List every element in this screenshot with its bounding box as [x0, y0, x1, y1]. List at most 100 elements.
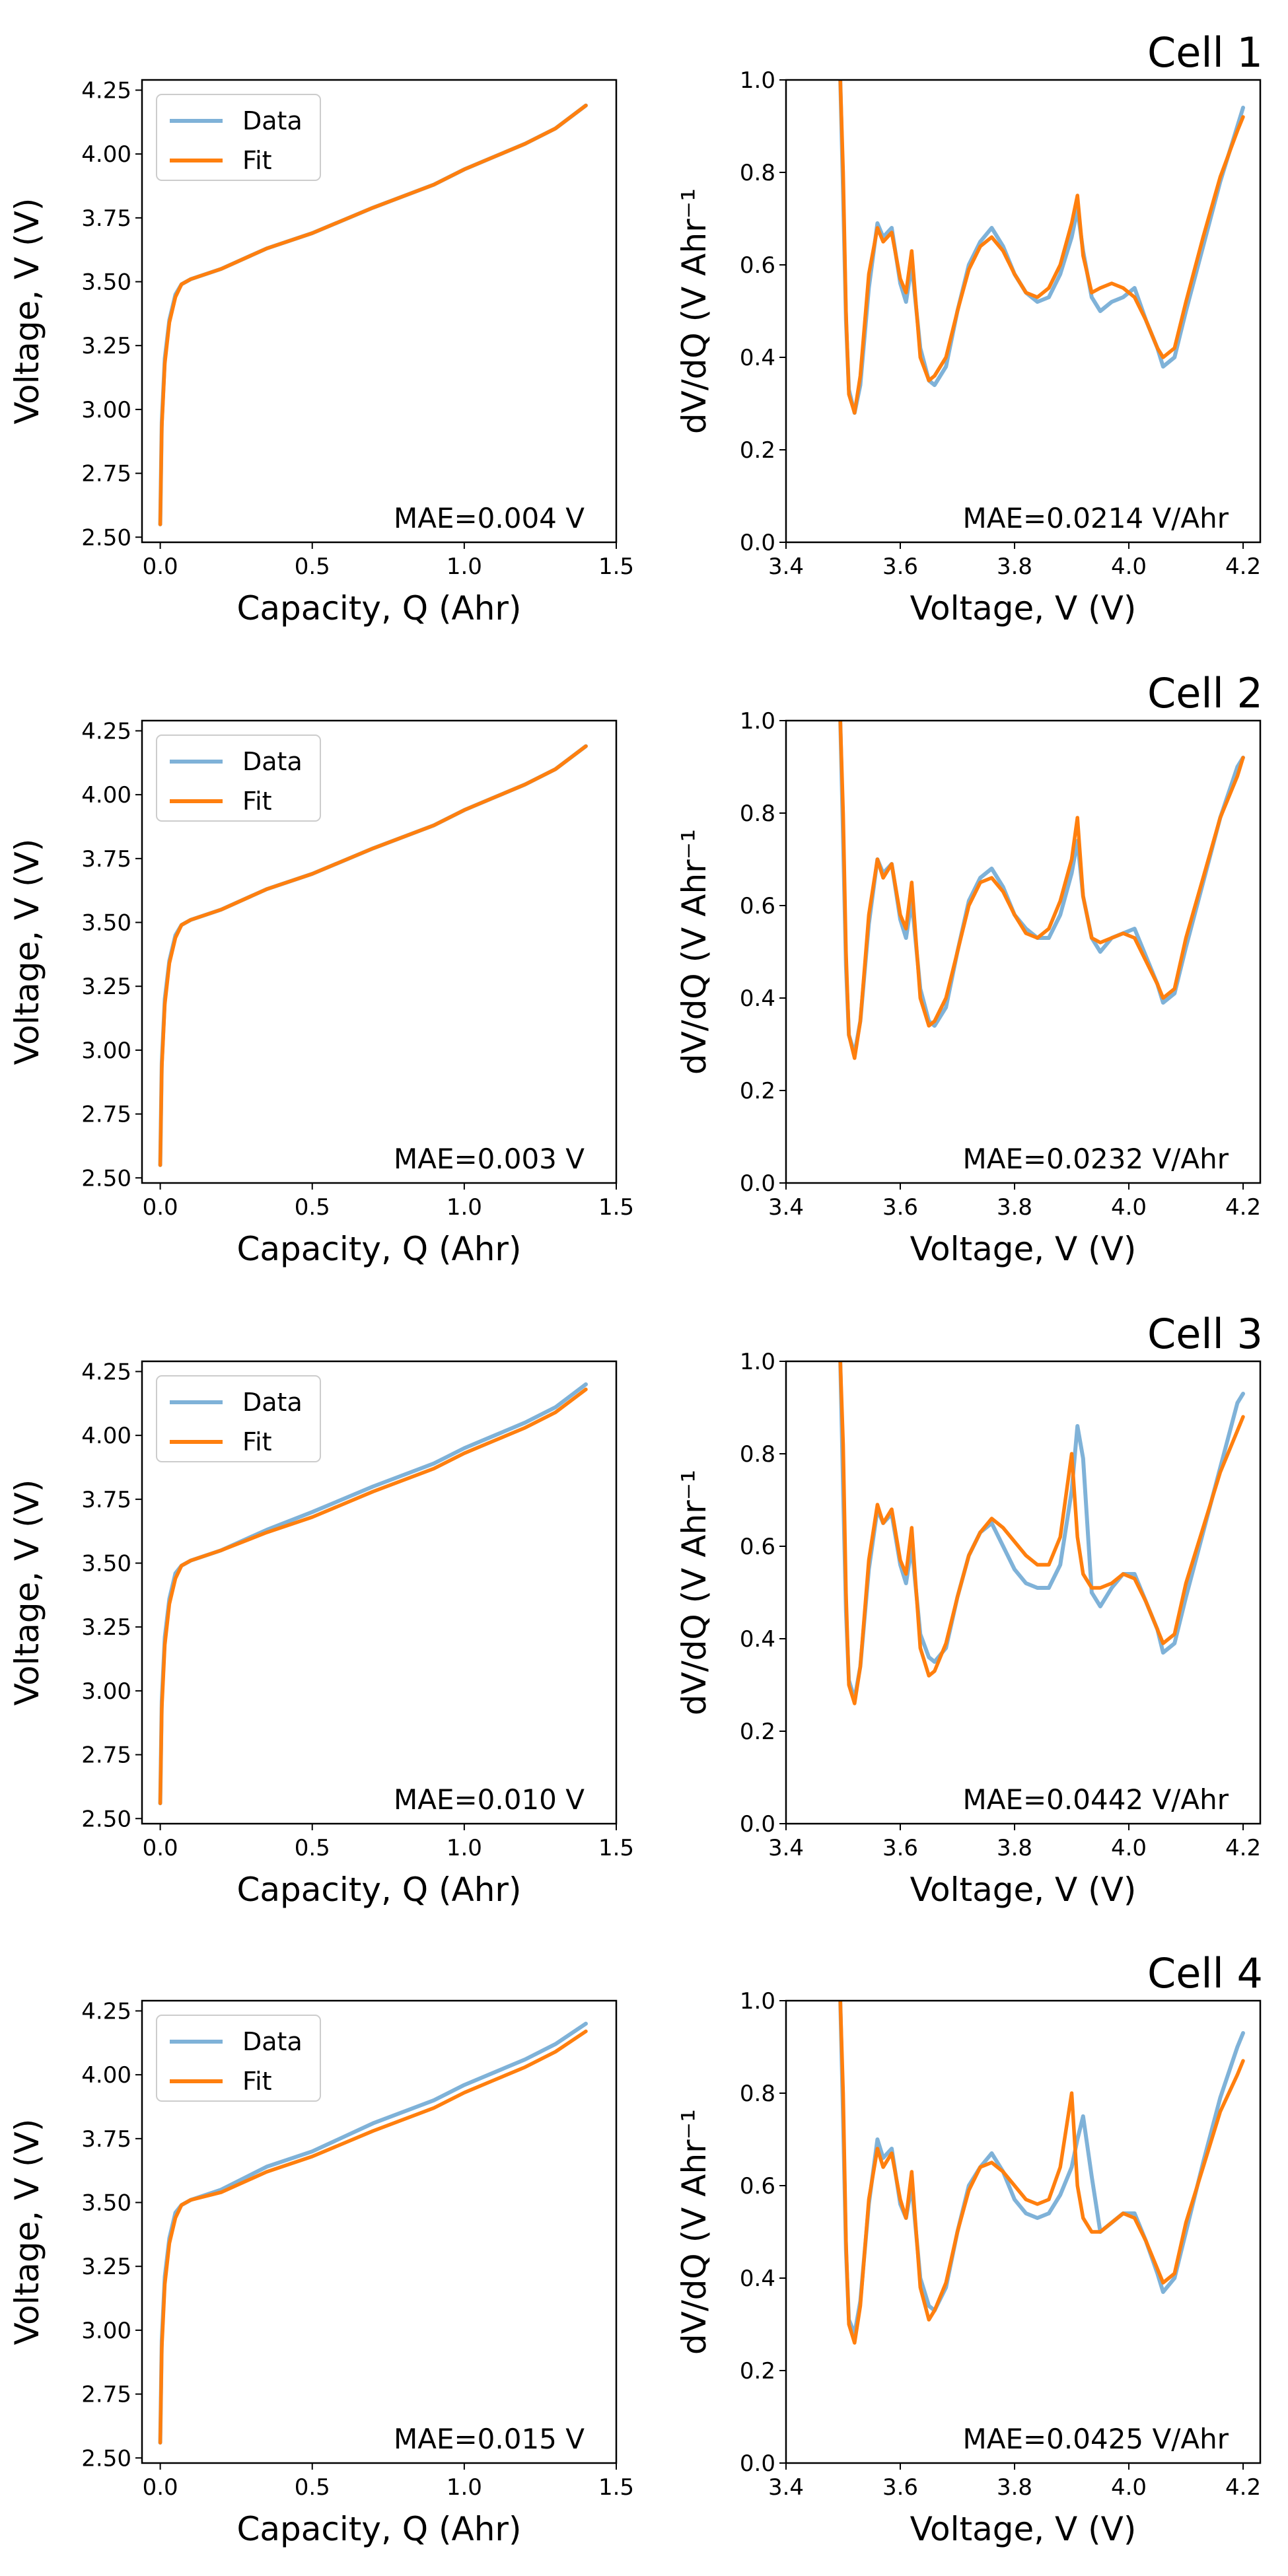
y-tick-label: 3.25 [81, 1614, 131, 1641]
x-tick-label: 1.0 [447, 2474, 482, 2501]
x-tick-label: 0.5 [295, 1835, 330, 1861]
x-tick-label: 0.0 [143, 1194, 178, 1221]
y-axis-label: dV/dQ (V Ahr⁻¹ [675, 1470, 713, 1715]
y-tick-label: 3.75 [81, 2126, 131, 2153]
axes-frame [785, 719, 1262, 1184]
series-line-fit [158, 744, 588, 1167]
y-tick-label: 3.50 [81, 1551, 131, 1577]
panel-title: Cell 4 [1147, 1949, 1263, 1997]
y-axis-label: dV/dQ (V Ahr⁻¹ [675, 2109, 713, 2355]
y-tick-label: 0.8 [740, 160, 775, 186]
y-tick-label: 3.75 [81, 1487, 131, 1513]
y-tick-label: 4.25 [81, 77, 131, 104]
series-line-fit [838, 721, 1245, 1060]
legend: Data Fit [156, 734, 321, 822]
y-tick-label: 1.0 [740, 708, 775, 734]
y-tick-label: 4.00 [81, 2062, 131, 2089]
x-tick-label: 1.0 [447, 1194, 482, 1221]
y-tick-label: 2.75 [81, 1102, 131, 1128]
chart-panel-1-voltage: 0.0 0.5 1.0 1.5 2.50 2.75 3.00 3.25 3.50 3.75 4.00… [8, 77, 634, 627]
x-axis-label: Capacity, Q (Ahr) [236, 1230, 521, 1268]
y-tick-label: 0.6 [740, 893, 775, 919]
legend-label-fit: Fit [242, 1427, 272, 1456]
x-tick-label: 3.6 [882, 1835, 918, 1861]
axes-frame [785, 1360, 1262, 1825]
x-tick-label: 3.8 [997, 2474, 1032, 2501]
mae-annotation: MAE=0.003 V [394, 1143, 585, 1175]
panel-title: Cell 2 [1147, 669, 1263, 717]
y-tick-label: 3.75 [81, 205, 131, 232]
series-line-data [838, 721, 1245, 1055]
x-tick-label: 1.0 [447, 1835, 482, 1861]
y-tick-label: 0.6 [740, 2173, 775, 2200]
x-tick-label: 3.6 [882, 554, 918, 580]
series-line-fit [838, 80, 1245, 415]
mae-annotation: MAE=0.004 V [394, 502, 585, 534]
y-tick-label: 3.25 [81, 333, 131, 359]
mae-annotation: MAE=0.0232 V/Ahr [962, 1143, 1229, 1175]
x-tick-label: 4.0 [1111, 1194, 1147, 1221]
legend-label-data: Data [242, 747, 303, 776]
y-tick-label: 0.6 [740, 1534, 775, 1560]
y-tick-label: 0.0 [740, 2451, 775, 2477]
axes-frame [141, 1999, 618, 2464]
x-tick-label: 3.4 [768, 1835, 804, 1861]
legend-label-fit: Fit [242, 787, 272, 816]
x-axis-label: Voltage, V (V) [910, 2510, 1137, 2548]
legend-label-fit: Fit [242, 146, 272, 175]
y-tick-label: 3.00 [81, 1678, 131, 1705]
y-tick-label: 0.2 [740, 437, 775, 464]
x-tick-label: 1.5 [598, 1194, 634, 1221]
series-line-fit [158, 2029, 588, 2445]
x-tick-label: 0.0 [143, 554, 178, 580]
y-tick-label: 1.0 [740, 1988, 775, 2015]
y-tick-label: 0.2 [740, 1719, 775, 1745]
y-axis-label: Voltage, V (V) [8, 2119, 46, 2345]
y-tick-label: 3.25 [81, 2254, 131, 2280]
x-axis-label: Capacity, Q (Ahr) [236, 2510, 521, 2548]
y-tick-label: 0.2 [740, 1078, 775, 1104]
x-tick-label: 3.8 [997, 1194, 1032, 1221]
legend: Data Fit [156, 1375, 321, 1462]
y-tick-label: 2.50 [81, 2445, 131, 2472]
x-tick-label: 0.0 [143, 1835, 178, 1861]
series-line-fit [158, 103, 588, 526]
y-tick-label: 0.0 [740, 1811, 775, 1838]
y-tick-label: 3.50 [81, 269, 131, 296]
axes-frame [141, 719, 618, 1184]
legend-label-fit: Fit [242, 2067, 272, 2096]
y-tick-label: 3.50 [81, 2190, 131, 2217]
x-tick-label: 4.2 [1225, 1835, 1261, 1861]
y-tick-label: 4.00 [81, 782, 131, 808]
legend-label-data: Data [242, 1388, 303, 1417]
axes-frame [785, 79, 1262, 544]
y-tick-label: 4.25 [81, 718, 131, 744]
y-tick-label: 0.4 [740, 985, 775, 1012]
y-tick-label: 2.50 [81, 524, 131, 551]
x-axis-label: Capacity, Q (Ahr) [236, 1871, 521, 1909]
x-tick-label: 0.5 [295, 554, 330, 580]
series-line-fit [838, 2001, 1245, 2345]
y-tick-label: 2.75 [81, 461, 131, 487]
axes-frame [785, 1999, 1262, 2464]
series-line-fit [158, 1387, 588, 1805]
y-axis-label: Voltage, V (V) [8, 839, 46, 1065]
chart-panel-6-dvdq: 3.4 3.6 3.8 4.0 4.2 0.0 0.2 0.4 0.6 0.8 1.0 Voltage… [675, 1310, 1263, 1909]
x-axis-label: Capacity, Q (Ahr) [236, 589, 521, 627]
panel-title: Cell 3 [1147, 1310, 1263, 1358]
y-tick-label: 0.8 [740, 2081, 775, 2107]
y-axis-label: dV/dQ (V Ahr⁻¹ [675, 188, 713, 434]
y-tick-label: 0.4 [740, 2266, 775, 2292]
y-tick-label: 0.2 [740, 2358, 775, 2384]
y-tick-label: 0.6 [740, 252, 775, 279]
x-tick-label: 3.8 [997, 554, 1032, 580]
x-tick-label: 4.0 [1111, 1835, 1147, 1861]
x-tick-label: 4.0 [1111, 2474, 1147, 2501]
y-tick-label: 3.00 [81, 2318, 131, 2344]
axes-frame [141, 1360, 618, 1825]
series-line-data [838, 80, 1245, 415]
x-tick-label: 0.0 [143, 2474, 178, 2501]
mae-annotation: MAE=0.0442 V/Ahr [962, 1783, 1229, 1816]
chart-panel-4-dvdq: 3.4 3.6 3.8 4.0 4.2 0.0 0.2 0.4 0.6 0.8 1.0 Voltage… [675, 669, 1263, 1268]
y-tick-label: 4.25 [81, 1359, 131, 1385]
